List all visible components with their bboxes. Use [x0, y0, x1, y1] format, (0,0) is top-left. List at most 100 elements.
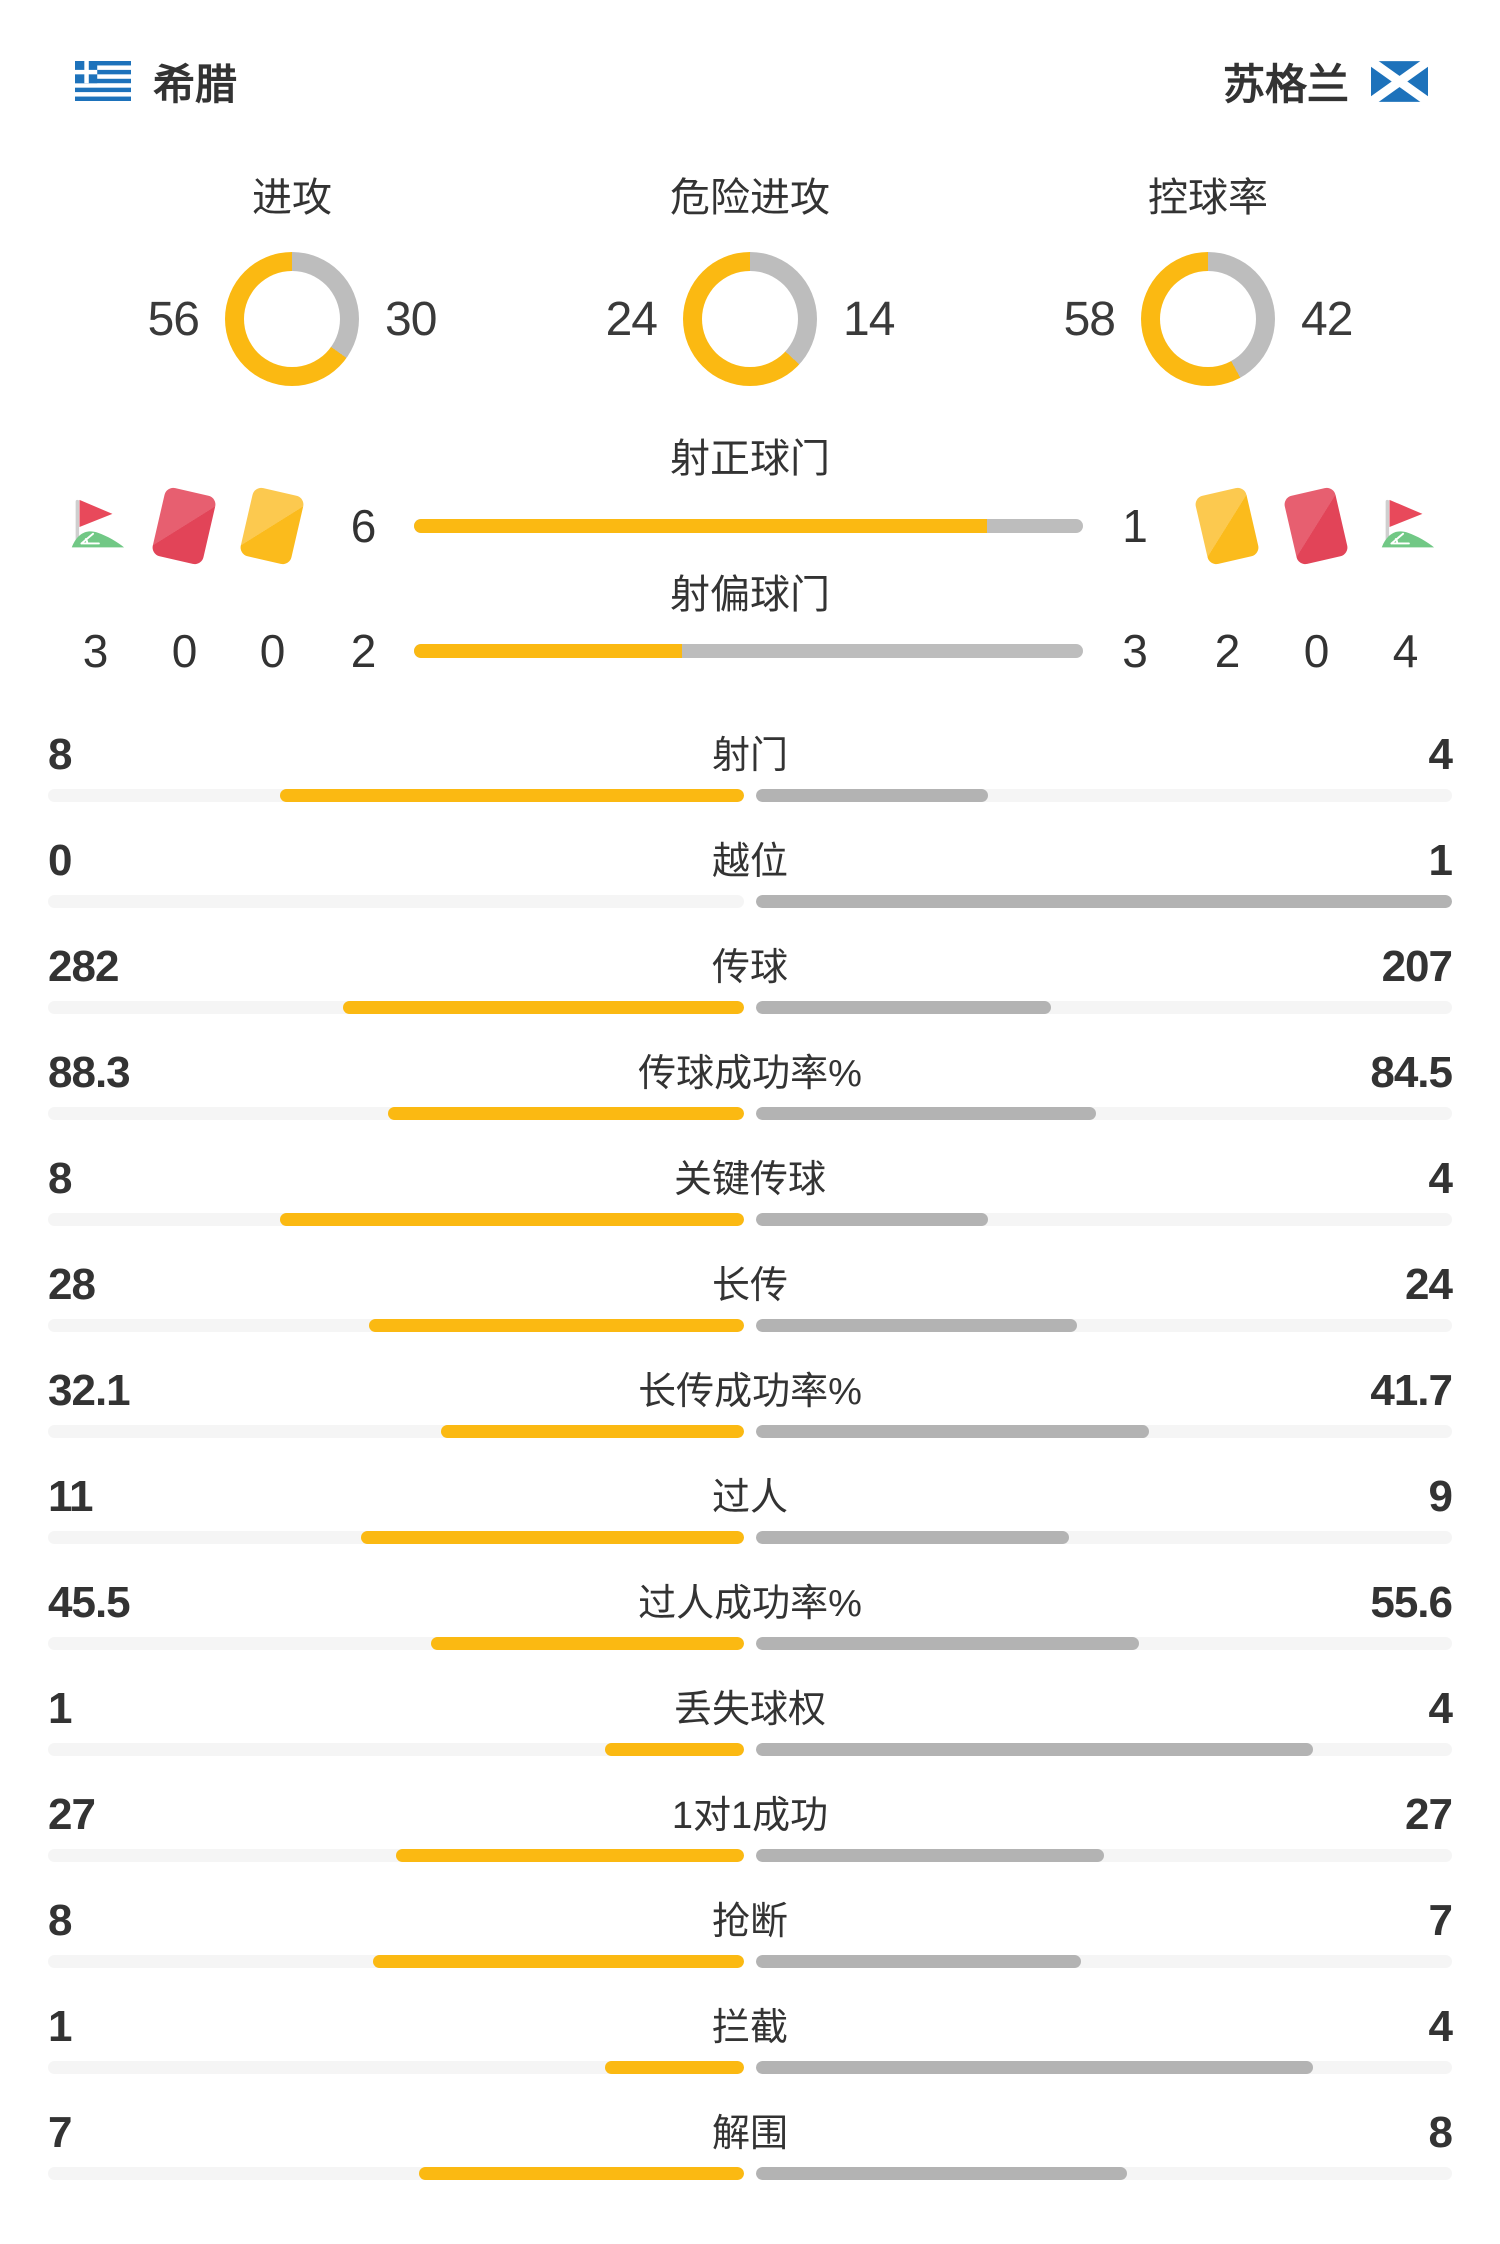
- stat-label: 拦截: [711, 2007, 788, 2049]
- donut-away-value: 30: [385, 292, 437, 346]
- stat-row: 射门 8 4: [48, 724, 1454, 830]
- donut-chart: 进攻 56 30: [127, 174, 457, 386]
- stat-row: 长传 28 24: [48, 1254, 1453, 1360]
- home-team-name: 希腊: [153, 60, 238, 108]
- stat-row: 解围 7 8: [48, 2102, 1454, 2208]
- away-yellow-card-icon: [1182, 486, 1272, 566]
- stat-row: 越位 0 1: [48, 830, 1454, 936]
- stat-row: 丢失球权 1 4: [48, 1678, 1453, 1784]
- donut-ring: [225, 252, 359, 386]
- stat-row: 抢断 8 7: [48, 1890, 1453, 1996]
- scotland-flag-icon: [1371, 60, 1428, 102]
- home-red-card-icon: [140, 486, 228, 566]
- stat-away-bar: [756, 1107, 1452, 1120]
- stat-away-value: 4: [1428, 1154, 1454, 1203]
- away-yellow-cards-count: 2: [1214, 625, 1241, 677]
- stat-away-bar: [756, 1955, 1452, 1968]
- shots-off-target-title: 射偏球门: [670, 573, 830, 617]
- stats-list: 射门 8 4 越位 0 1 传球 282 207 传球成功率% 88.3 84.5 关键传球 8 4 长传 28…: [0, 724, 1500, 2208]
- stat-row: 拦截 1 4: [48, 1996, 1454, 2102]
- home-corner-flag-icon: [50, 495, 140, 557]
- shots-section: 射正球门 6 1 射偏球门 3: [0, 436, 1500, 680]
- home-yellow-cards-count: 0: [259, 625, 286, 677]
- home-yellow-card-icon: [228, 486, 316, 566]
- stat-away-value: 27: [1405, 1790, 1453, 1839]
- stat-home-value: 8: [48, 730, 73, 779]
- stat-away-bar: [756, 895, 1452, 908]
- stat-home-value: 11: [48, 1472, 94, 1521]
- stat-row: 关键传球 8 4: [48, 1148, 1454, 1254]
- stat-away-value: 4: [1428, 2002, 1454, 2051]
- stat-home-value: 1: [48, 2002, 73, 2051]
- stat-away-value: 9: [1428, 1472, 1454, 1521]
- stat-home-bar: [48, 2167, 744, 2180]
- home-team: 希腊: [75, 51, 237, 112]
- donut-away-value: 42: [1301, 292, 1353, 346]
- stat-label: 射门: [711, 735, 788, 777]
- stat-away-value: 1: [1428, 836, 1454, 885]
- stat-home-bar: [48, 1319, 744, 1332]
- stat-away-bar: [756, 2061, 1452, 2074]
- stat-row: 过人成功率% 45.5 55.6: [48, 1572, 1453, 1678]
- donut-chart-title: 危险进攻: [670, 176, 830, 220]
- stat-away-bar: [756, 2167, 1452, 2180]
- donut-ring: [1141, 252, 1275, 386]
- stat-home-value: 27: [48, 1790, 96, 1839]
- donut-ring: [683, 252, 817, 386]
- stat-away-value: 55.6: [1370, 1578, 1453, 1627]
- greece-flag-icon: [75, 61, 131, 101]
- discipline-numbers-row: 3 0 0 2 3 2 0 4: [0, 622, 1500, 680]
- donut-chart-title: 控球率: [1148, 176, 1268, 220]
- stat-home-bar: [48, 1531, 744, 1544]
- shots-on-target-title: 射正球门: [670, 437, 830, 481]
- stat-label: 抢断: [711, 1901, 788, 1943]
- stat-label: 1对1成功: [671, 1795, 829, 1837]
- stat-home-bar: [48, 1001, 744, 1014]
- stat-home-value: 45.5: [48, 1578, 131, 1627]
- stat-away-bar: [756, 1319, 1452, 1332]
- donut-home-value: 24: [605, 292, 658, 346]
- stat-label: 丢失球权: [673, 1689, 826, 1731]
- shots-on-target-bar: [410, 519, 1087, 533]
- stat-home-value: 8: [48, 1896, 73, 1945]
- donut-home-value: 58: [1063, 292, 1116, 346]
- match-header: 希腊 苏格兰: [0, 0, 1500, 108]
- stat-away-bar: [756, 1001, 1452, 1014]
- away-red-card-icon: [1272, 486, 1360, 566]
- stat-home-bar: [48, 1637, 744, 1650]
- stat-home-value: 8: [48, 1154, 73, 1203]
- stat-home-value: 88.3: [48, 1048, 131, 1097]
- stat-label: 关键传球: [673, 1159, 826, 1201]
- stat-home-value: 282: [48, 942, 119, 991]
- home-red-cards-count: 0: [171, 625, 198, 677]
- away-team: 苏格兰: [1223, 51, 1428, 112]
- stat-away-value: 8: [1428, 2108, 1454, 2157]
- shots-off-target-bar: [410, 644, 1087, 658]
- stat-away-bar: [756, 1637, 1452, 1650]
- stat-home-bar: [48, 1849, 744, 1862]
- stat-home-bar: [48, 1425, 744, 1438]
- stat-row: 过人 11 9: [48, 1466, 1454, 1572]
- stat-home-value: 28: [48, 1260, 96, 1309]
- shots-off-target-away-value: 3: [1122, 625, 1148, 677]
- shots-off-target-home-value: 2: [350, 625, 377, 677]
- discipline-icons-row: 6 1: [0, 486, 1500, 566]
- shots-on-target-away-value: 1: [1122, 500, 1148, 552]
- away-corner-flag-icon: [1360, 495, 1450, 557]
- stat-home-value: 1: [48, 1684, 73, 1733]
- stat-away-value: 41.7: [1370, 1366, 1453, 1415]
- stat-label: 过人: [711, 1477, 788, 1519]
- away-team-name: 苏格兰: [1222, 60, 1349, 108]
- stat-row: 传球成功率% 88.3 84.5: [48, 1042, 1453, 1148]
- stat-label: 长传: [711, 1265, 788, 1307]
- stat-home-bar: [48, 1955, 744, 1968]
- stat-label: 越位: [711, 841, 788, 883]
- stat-home-bar: [48, 1743, 744, 1756]
- stat-away-value: 4: [1428, 730, 1454, 779]
- stat-home-value: 32.1: [48, 1366, 131, 1415]
- stat-home-bar: [48, 2061, 744, 2074]
- stat-away-bar: [756, 1531, 1452, 1544]
- stat-row: 传球 282 207: [48, 936, 1453, 1042]
- donut-charts-row: 进攻 56 30 危险进攻 24 14 控球率 58 42: [0, 174, 1500, 386]
- stat-home-bar: [48, 789, 744, 802]
